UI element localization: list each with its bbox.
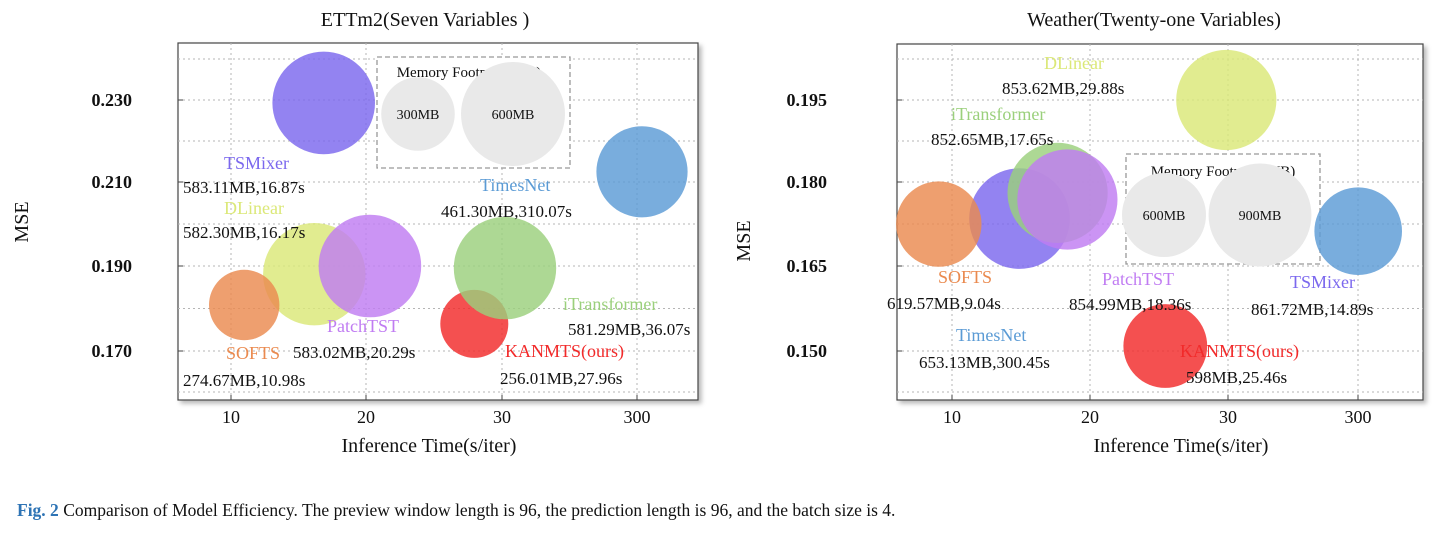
y-tick-label: 0.150: [787, 341, 828, 361]
legend-bubble-900mb: [1208, 163, 1312, 267]
x-tick-label: 30: [493, 407, 511, 427]
series-info-kanmts-ours: 256.01MB,27.96s: [500, 369, 622, 388]
y-tick-label: 0.210: [92, 172, 133, 192]
grid-lines: [897, 44, 1423, 400]
memory-footprint-legend: Memory Footprint(MB)300MB 600MB: [376, 56, 571, 169]
x-tick-label: 20: [1081, 407, 1099, 427]
series-info-timesnet: 461.30MB,310.07s: [441, 202, 572, 221]
series-info-dlinear: 853.62MB,29.88s: [1002, 79, 1124, 98]
series-info-softs: 274.67MB,10.98s: [183, 371, 305, 390]
series-info-tsmixer: 583.11MB,16.87s: [183, 178, 305, 197]
series-name-tsmixer: TSMixer: [224, 153, 289, 173]
series-name-kanmts-ours: KANMTS(ours): [505, 341, 624, 362]
series-name-kanmts-ours: KANMTS(ours): [1180, 341, 1299, 362]
series-info-itransformer: 852.65MB,17.65s: [931, 130, 1053, 149]
x-tick-label: 10: [222, 407, 240, 427]
y-axis-label: MSE: [733, 220, 755, 261]
bubble-patchtst: [1017, 149, 1118, 250]
bubble-marks: [896, 49, 1402, 388]
x-tick-label: 300: [624, 407, 651, 427]
y-tick-label: 0.165: [787, 256, 828, 276]
chart-title: ETTm2(Seven Variables ): [321, 9, 529, 31]
bubble-timesnet: [1314, 187, 1402, 275]
x-tick-label: 30: [1219, 407, 1237, 427]
series-name-softs: SOFTS: [938, 267, 992, 287]
y-tick-label: 0.190: [92, 256, 133, 276]
series-info-kanmts-ours: 598MB,25.46s: [1186, 368, 1287, 387]
bubble-dlinear: [1176, 49, 1277, 151]
weather-chart: Weather(Twenty-one Variables) Inference T…: [733, 9, 1424, 457]
legend-bubble-label: 600MB: [1143, 209, 1186, 224]
bubble-softs: [209, 269, 280, 341]
chart-title: Weather(Twenty-one Variables): [1027, 9, 1281, 31]
series-info-patchtst: 583.02MB,20.29s: [293, 343, 415, 362]
bubble-patchtst: [318, 214, 422, 318]
legend-bubble-300mb: [381, 77, 455, 151]
series-name-itransformer: iTransformer: [951, 104, 1045, 124]
x-tick-label: 300: [1345, 407, 1372, 427]
series-name-patchtst: PatchTST: [1102, 269, 1174, 289]
y-tick-label: 0.230: [92, 90, 133, 110]
legend-bubble-label: 300MB: [397, 108, 440, 123]
y-tick-label: 0.180: [787, 172, 828, 192]
x-tick-label: 10: [943, 407, 961, 427]
series-name-dlinear: DLinear: [1044, 53, 1104, 73]
figure-caption: Fig. 2 Comparison of Model Efficiency. T…: [17, 500, 895, 521]
bubble-itransformer: [453, 216, 557, 320]
series-name-softs: SOFTS: [226, 343, 280, 363]
series-info-timesnet: 653.13MB,300.45s: [919, 353, 1050, 372]
y-tick-label: 0.195: [787, 90, 828, 110]
bubble-marks: [209, 51, 688, 358]
series-info-tsmixer: 861.72MB,14.89s: [1251, 300, 1373, 319]
ettm2-chart: ETTm2(Seven Variables ) Inference Time(s/…: [11, 9, 699, 457]
series-info-patchtst: 854.99MB,18.36s: [1069, 295, 1191, 314]
bubble-softs: [896, 181, 982, 267]
series-name-tsmixer: TSMixer: [1290, 272, 1355, 292]
series-name-patchtst: PatchTST: [327, 316, 399, 336]
bubble-tsmixer: [272, 51, 376, 155]
bubble-timesnet: [596, 126, 688, 218]
series-name-timesnet: TimesNet: [956, 325, 1026, 345]
bubble-labels: DLinear 853.62MB,29.88s iTransformer 852.65…: [887, 53, 1373, 387]
caption-text: Comparison of Model Efficiency. The prev…: [63, 500, 896, 520]
memory-footprint-legend: Memory Footprint(MB)600MB 900MB: [1122, 153, 1321, 267]
y-axis-label: MSE: [11, 201, 33, 242]
series-info-softs: 619.57MB,9.04s: [887, 294, 1001, 313]
legend-bubble-600mb: [1122, 173, 1206, 257]
y-tick-label: 0.170: [92, 341, 133, 361]
series-name-timesnet: TimesNet: [480, 175, 550, 195]
series-info-dlinear: 582.30MB,16.17s: [183, 223, 305, 242]
legend-bubble-600mb: [461, 62, 565, 166]
caption-lead: Fig. 2: [17, 500, 59, 520]
x-axis-label: Inference Time(s/iter): [342, 435, 517, 457]
series-info-itransformer: 581.29MB,36.07s: [568, 320, 690, 339]
x-tick-label: 20: [357, 407, 375, 427]
series-name-itransformer: iTransformer: [563, 294, 657, 314]
legend-bubble-label: 900MB: [1239, 209, 1282, 224]
series-name-dlinear: DLinear: [224, 198, 284, 218]
x-axis-label: Inference Time(s/iter): [1094, 435, 1269, 457]
bubble-kanmts-ours: [1123, 304, 1208, 388]
legend-bubble-label: 600MB: [492, 108, 535, 123]
